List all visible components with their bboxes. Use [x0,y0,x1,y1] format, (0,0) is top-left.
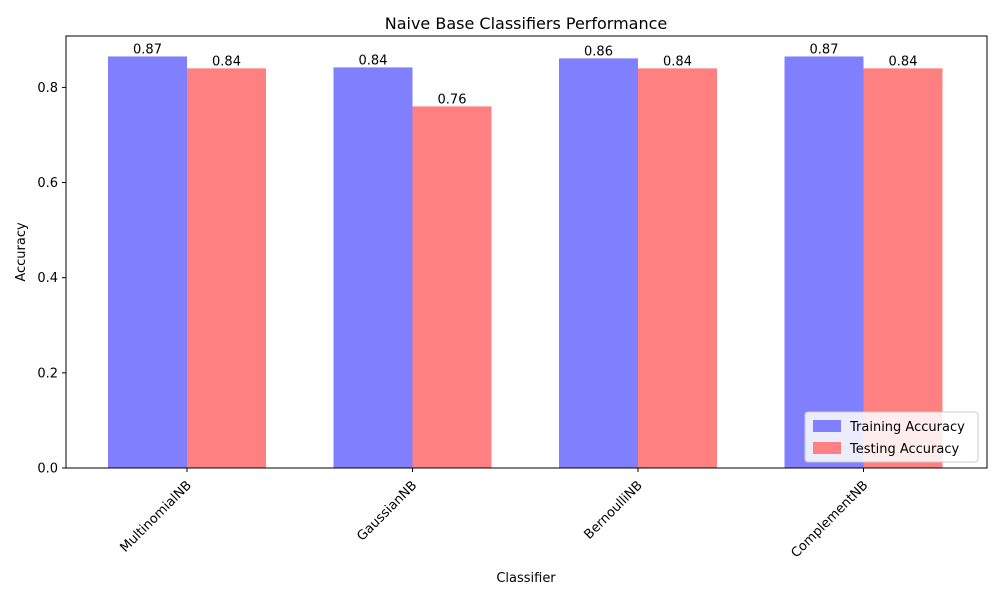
y-tick-label: 0.2 [37,366,58,381]
y-tick-label: 0.4 [37,271,58,286]
bar-training-multinomialnb [108,56,187,468]
bar-testing-multinomialnb [187,68,266,469]
data-label-training-complementnb: 0.87 [810,42,839,57]
bar-training-gaussiannb [333,67,413,468]
legend-box [804,411,979,463]
y-axis: 0.0 0.2 0.4 0.6 0.8 [37,81,66,477]
legend: Training Accuracy Testing Accuracy [804,411,979,463]
y-tick-label: 0.8 [37,81,58,96]
x-axis: MultinomialNB GaussianNB BernoulliNB Comple… [117,468,871,561]
bar-testing-gaussiannb [412,106,492,469]
legend-label-training: Training Accuracy [849,420,965,435]
bar-testing-bernoullinb [638,68,717,469]
y-tick-label: 0.6 [37,176,58,191]
x-tick-label-bernoullinb: BernoulliNB [582,478,646,542]
legend-swatch-testing [813,442,841,454]
data-label-training-multinomialnb: 0.87 [133,42,162,57]
legend-swatch-training [813,420,841,432]
legend-label-testing: Testing Accuracy [849,442,959,457]
bars-layer [108,56,943,469]
x-tick-label-complementnb: ComplementNB [788,478,871,561]
data-label-testing-complementnb: 0.84 [889,54,918,69]
data-label-testing-gaussiannb: 0.76 [438,92,467,107]
chart-title: Naive Base Classifiers Performance [385,14,668,33]
bar-training-complementnb [784,56,864,468]
y-tick-label: 0.0 [37,462,58,477]
data-label-training-gaussiannb: 0.84 [359,53,388,68]
x-tick-label-gaussiannb: GaussianNB [354,478,420,544]
data-label-testing-multinomialnb: 0.84 [212,54,241,69]
bar-testing-complementnb [863,68,943,469]
plot-frame [65,35,988,469]
data-label-testing-bernoullinb: 0.84 [663,54,692,69]
data-labels-layer: 0.87 0.84 0.84 0.76 0.86 0.84 0.87 0.84 [133,42,917,107]
data-label-training-bernoullinb: 0.86 [584,44,613,59]
x-axis-label: Classifier [496,571,556,586]
x-tick-label-multinomialnb: MultinomialNB [117,478,194,555]
bar-training-bernoullinb [559,58,638,468]
y-axis-label: Accuracy [14,222,29,282]
